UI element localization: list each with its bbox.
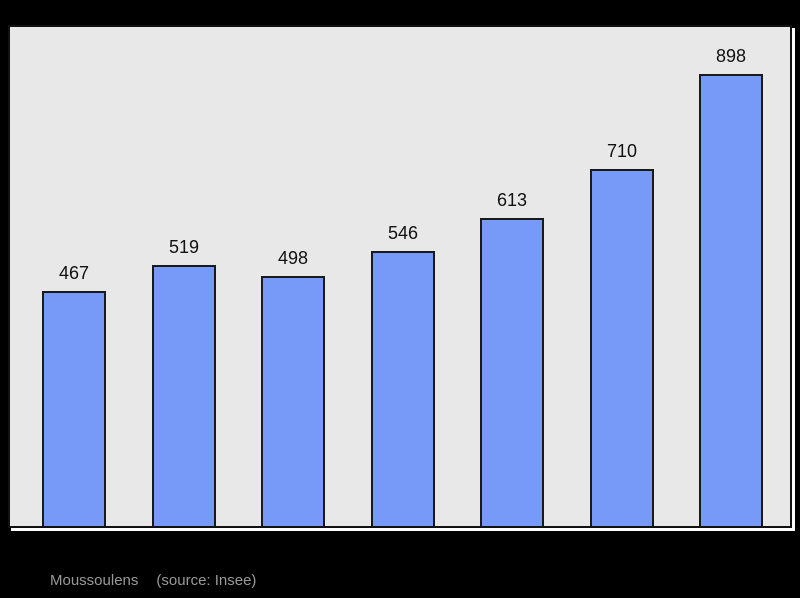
bar: 710	[590, 141, 654, 526]
bar: 546	[371, 223, 435, 526]
bar-value-label: 546	[387, 223, 419, 244]
plot-area: 467 519 498 546 613 710 898	[8, 25, 792, 528]
bar-value-label: 467	[58, 263, 90, 284]
bar-value-label: 898	[715, 46, 747, 67]
bar-value-label: 710	[606, 141, 638, 162]
bar: 519	[152, 237, 216, 526]
bar: 467	[42, 263, 106, 526]
bar: 613	[480, 190, 544, 526]
bar: 498	[261, 248, 325, 526]
caption: Moussoulens (source: Insee)	[50, 572, 256, 589]
bar: 898	[699, 46, 763, 526]
bar-value-label: 613	[496, 190, 528, 211]
bar-value-label: 498	[277, 248, 309, 269]
caption-source: (source: Insee)	[156, 572, 257, 589]
bar-value-label: 519	[168, 237, 200, 258]
caption-commune-name: Moussoulens	[50, 572, 139, 589]
